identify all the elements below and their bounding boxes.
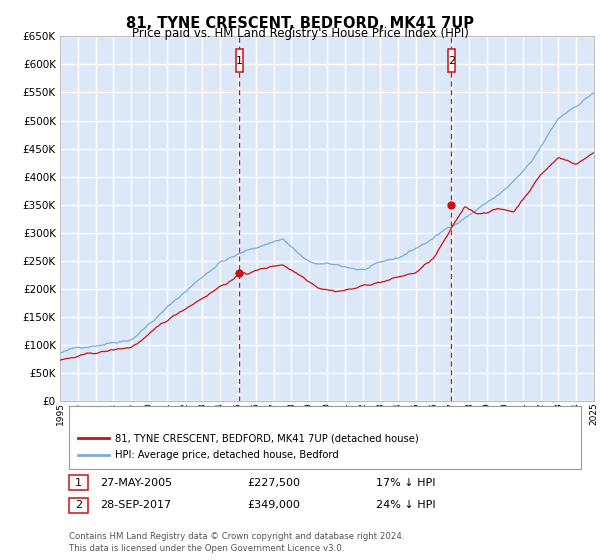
Text: HPI: Average price, detached house, Bedford: HPI: Average price, detached house, Bedf… xyxy=(115,450,339,460)
Text: 28-SEP-2017: 28-SEP-2017 xyxy=(100,500,171,510)
Bar xyxy=(69,405,581,469)
Bar xyxy=(69,475,88,490)
Bar xyxy=(236,49,242,72)
Bar xyxy=(448,49,455,72)
Text: 27-MAY-2005: 27-MAY-2005 xyxy=(100,478,172,488)
Bar xyxy=(69,498,88,512)
Text: Price paid vs. HM Land Registry's House Price Index (HPI): Price paid vs. HM Land Registry's House … xyxy=(131,27,469,40)
Text: 2: 2 xyxy=(75,500,82,510)
Text: 2: 2 xyxy=(448,55,455,66)
Text: 17% ↓ HPI: 17% ↓ HPI xyxy=(376,478,436,488)
Text: £349,000: £349,000 xyxy=(247,500,300,510)
Text: 1: 1 xyxy=(236,55,243,66)
Text: £227,500: £227,500 xyxy=(247,478,300,488)
Text: Contains HM Land Registry data © Crown copyright and database right 2024.
This d: Contains HM Land Registry data © Crown c… xyxy=(69,532,404,553)
Text: 24% ↓ HPI: 24% ↓ HPI xyxy=(376,500,436,510)
Text: 81, TYNE CRESCENT, BEDFORD, MK41 7UP: 81, TYNE CRESCENT, BEDFORD, MK41 7UP xyxy=(126,16,474,31)
Text: 81, TYNE CRESCENT, BEDFORD, MK41 7UP (detached house): 81, TYNE CRESCENT, BEDFORD, MK41 7UP (de… xyxy=(115,433,419,443)
Text: 1: 1 xyxy=(75,478,82,488)
